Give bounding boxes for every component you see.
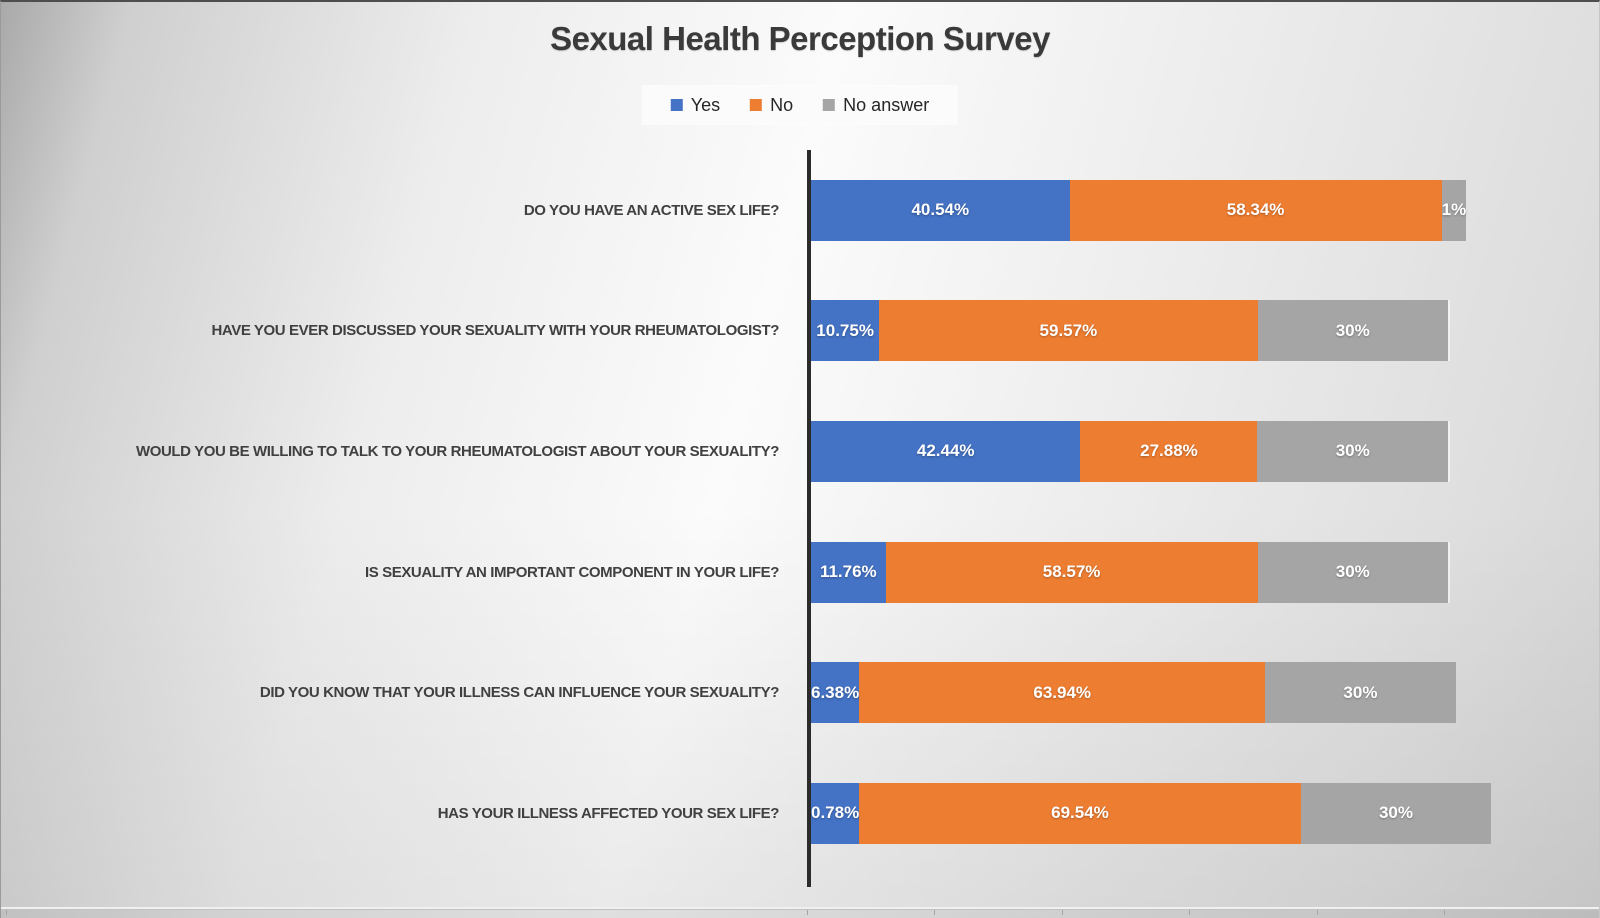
legend-label: Yes (690, 94, 721, 115)
value-label: 58.34% (1226, 200, 1285, 220)
bottom-axis-line (1, 907, 1599, 910)
chart-row: DO YOU HAVE AN ACTIVE SEX LIFE? 40.54% 58.… (1, 150, 1467, 271)
stacked-bar: 11.76% 58.57% 30% (811, 541, 1448, 603)
chart-row: HAVE YOU EVER DISCUSSED YOUR SEXUALITY W… (1, 271, 1448, 392)
value-label: 6.38% (811, 682, 860, 702)
legend-swatch-icon (670, 99, 683, 111)
axis-tick (807, 910, 808, 915)
value-label: 30% (1343, 682, 1378, 702)
legend-label: No answer (843, 94, 930, 115)
axis-tick (1316, 910, 1318, 915)
legend-swatch-icon (750, 99, 763, 111)
axis-tick (6, 910, 7, 915)
plot-area: DO YOU HAVE AN ACTIVE SEX LIFE? 40.54% 58.… (1, 150, 1492, 874)
stacked-bar: 10.75% 59.57% 30% (811, 300, 1448, 362)
bar-segment-no: 59.57% (879, 300, 1258, 362)
bar-segment-no-answer: 30% (1265, 662, 1456, 724)
category-label: DID YOU KNOW THAT YOUR ILLNESS CAN INFLU… (259, 684, 779, 702)
bar-segment-no: 63.94% (859, 662, 1266, 724)
value-label: 0.78% (811, 803, 860, 823)
legend-item-yes: Yes (670, 94, 721, 116)
value-label: 30% (1378, 803, 1413, 823)
bar-segment-no: 69.54% (859, 782, 1301, 844)
bar-segment-no-answer: 1% (1441, 179, 1467, 241)
bar-segment-yes: 11.76% (811, 541, 886, 603)
value-label: 30% (1335, 562, 1370, 582)
bar-segment-yes: 40.54% (811, 179, 1070, 241)
bottom-edge-strip (1, 910, 1599, 918)
bar-segment-no-answer: 30% (1257, 420, 1448, 482)
bar-segment-no: 58.57% (885, 541, 1258, 603)
legend-item-no: No (750, 95, 793, 116)
bar-segment-no: 27.88% (1080, 420, 1258, 482)
category-label: HAS YOUR ILLNESS AFFECTED YOUR SEX LIFE? (437, 804, 780, 822)
bar-segment-no-answer: 30% (1300, 782, 1492, 844)
value-label: 42.44% (916, 441, 975, 461)
bar-segment-no-answer: 30% (1257, 300, 1448, 362)
value-label: 10.75% (816, 320, 874, 340)
value-label: 1% (1441, 200, 1467, 220)
category-axis-line (807, 150, 811, 887)
chart-row: IS SEXUALITY AN IMPORTANT COMPONENT IN Y… (1, 512, 1448, 633)
chart-legend: Yes No No answer (642, 86, 958, 124)
value-label: 30% (1335, 320, 1370, 340)
chart-title: Sexual Health Perception Survey (550, 20, 1050, 57)
value-label: 11.76% (819, 562, 877, 582)
axis-tick (1189, 910, 1191, 915)
stacked-bar: 0.78% 69.54% 30% (811, 782, 1492, 844)
axis-tick (1061, 910, 1063, 915)
legend-label: No (770, 94, 794, 115)
category-label: HAVE YOU EVER DISCUSSED YOUR SEXUALITY W… (211, 322, 779, 340)
bar-segment-no: 58.34% (1069, 179, 1442, 241)
category-label: WOULD YOU BE WILLING TO TALK TO YOUR RHE… (135, 442, 779, 460)
stacked-bar: 40.54% 58.34% 1% (811, 179, 1467, 241)
value-label: 40.54% (911, 200, 970, 220)
axis-tick (934, 910, 936, 915)
value-label: 59.57% (1039, 320, 1098, 340)
value-label: 27.88% (1140, 441, 1198, 461)
category-label: DO YOU HAVE AN ACTIVE SEX LIFE? (523, 201, 780, 219)
chart-row: DID YOU KNOW THAT YOUR ILLNESS CAN INFLU… (1, 632, 1456, 753)
value-label: 69.54% (1051, 803, 1109, 823)
bar-segment-yes: 0.78% (811, 782, 860, 844)
value-label: 30% (1335, 441, 1370, 461)
category-label: IS SEXUALITY AN IMPORTANT COMPONENT IN Y… (364, 563, 779, 581)
value-label: 63.94% (1033, 682, 1092, 702)
stacked-bar: 42.44% 27.88% 30% (811, 420, 1448, 482)
stacked-bar: 6.38% 63.94% 30% (811, 662, 1456, 724)
chart-row: HAS YOUR ILLNESS AFFECTED YOUR SEX LIFE?… (1, 753, 1492, 874)
legend-item-no-answer: No answer (823, 95, 929, 116)
bar-segment-yes: 42.44% (811, 420, 1081, 482)
legend-swatch-icon (823, 99, 836, 111)
axis-tick (1444, 910, 1445, 915)
value-label: 58.57% (1042, 562, 1101, 582)
bar-segment-no-answer: 30% (1257, 541, 1448, 603)
bar-segment-yes: 10.75% (811, 300, 880, 362)
chart-row: WOULD YOU BE WILLING TO TALK TO YOUR RHE… (1, 391, 1448, 512)
bar-segment-yes: 6.38% (811, 662, 860, 724)
